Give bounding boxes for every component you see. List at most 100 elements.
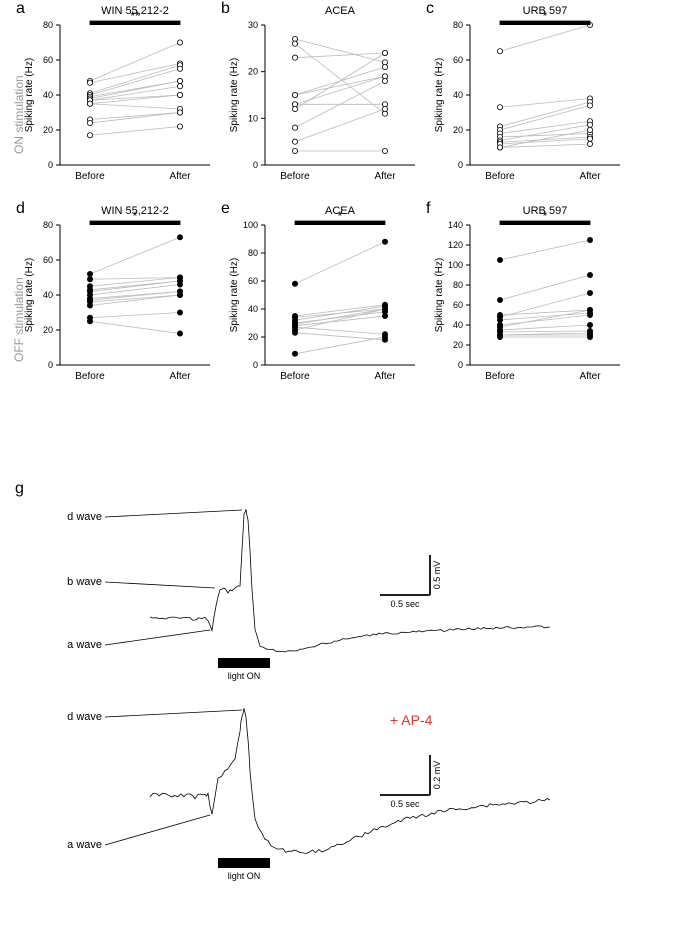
axes	[470, 25, 620, 165]
data-marker	[87, 120, 92, 125]
panel-a: aWIN 55,212-2020406080Spiking rate (Hz)B…	[20, 0, 230, 190]
ytick-label: 60	[43, 55, 53, 65]
ytick-label: 20	[248, 67, 258, 77]
scale-bar	[380, 755, 430, 795]
scale-y-label: 0.5 mV	[432, 561, 442, 590]
panel-f-chart: 020406080100120140Spiking rate (Hz)Befor…	[430, 200, 640, 390]
ytick-label: 40	[43, 90, 53, 100]
pair-line	[90, 321, 180, 333]
pair-line	[295, 39, 385, 62]
ytick-label: 80	[453, 20, 463, 30]
data-marker	[177, 40, 182, 45]
data-marker	[177, 110, 182, 115]
pair-line	[500, 331, 590, 332]
data-marker	[382, 313, 387, 318]
ylabel: Spiking rate (Hz)	[24, 258, 35, 332]
ytick-label: 20	[248, 332, 258, 342]
panel-c: cURB 597020406080Spiking rate (Hz)Before…	[430, 0, 640, 190]
ytick-label: 0	[253, 160, 258, 170]
data-marker	[292, 41, 297, 46]
data-marker	[177, 84, 182, 89]
data-marker	[177, 124, 182, 129]
ylabel: Spiking rate (Hz)	[434, 258, 445, 332]
data-marker	[382, 106, 387, 111]
data-marker	[382, 148, 387, 153]
xcat-after: After	[374, 171, 396, 182]
ytick-label: 140	[448, 220, 463, 230]
ytick-label: 20	[453, 340, 463, 350]
data-marker	[87, 319, 92, 324]
xcat-before: Before	[75, 371, 105, 382]
panel-c-chart: 020406080Spiking rate (Hz)BeforeAfter*	[430, 0, 640, 190]
panel-label-g: g	[15, 480, 24, 498]
data-marker	[87, 101, 92, 106]
panel-label-b: b	[221, 0, 230, 18]
panel-label-e: e	[221, 200, 230, 218]
pair-line	[500, 325, 590, 330]
ytick-label: 40	[453, 90, 463, 100]
ytick-label: 80	[248, 248, 258, 258]
pair-line	[295, 109, 385, 142]
data-marker	[382, 50, 387, 55]
panel-b: bACEA0102030Spiking rate (Hz)BeforeAfter	[225, 0, 435, 190]
panel-a-chart: 020406080Spiking rate (Hz)BeforeAfter**	[20, 0, 230, 190]
pair-line	[90, 43, 180, 82]
panel-label-c: c	[426, 0, 434, 18]
pair-line	[90, 113, 180, 120]
ylabel: Spiking rate (Hz)	[24, 58, 35, 132]
erg-annot-d-wave: d wave	[67, 511, 102, 523]
data-marker	[587, 103, 592, 108]
ytick-label: 120	[448, 240, 463, 250]
axes	[470, 225, 620, 365]
axes	[265, 225, 415, 365]
data-marker	[587, 141, 592, 146]
ytick-label: 20	[43, 125, 53, 135]
data-marker	[292, 330, 297, 335]
data-marker	[87, 133, 92, 138]
pair-line	[90, 113, 180, 124]
erg-svg-control: d waveb wavea wave0.5 mV0.5 seclight ON	[90, 500, 610, 700]
ytick-label: 20	[43, 325, 53, 335]
data-marker	[177, 66, 182, 71]
pair-line	[295, 242, 385, 284]
panel-e-chart: 020406080100Spiking rate (Hz)BeforeAfter…	[225, 200, 435, 390]
data-marker	[292, 148, 297, 153]
data-marker	[382, 334, 387, 339]
data-marker	[497, 297, 502, 302]
xcat-before: Before	[485, 371, 515, 382]
pair-line	[90, 69, 180, 95]
ytick-label: 60	[453, 300, 463, 310]
pair-line	[295, 309, 385, 330]
ytick-label: 0	[253, 360, 258, 370]
pair-line	[90, 313, 180, 318]
pair-line	[500, 134, 590, 138]
data-marker	[87, 271, 92, 276]
data-marker	[382, 239, 387, 244]
data-marker	[177, 78, 182, 83]
light-on-bar	[218, 658, 270, 668]
ytick-label: 80	[43, 220, 53, 230]
panel-a-title: WIN 55,212-2	[60, 5, 210, 17]
data-marker	[292, 92, 297, 97]
panel-f: fURB 597020406080100120140Spiking rate (…	[430, 200, 640, 390]
ytick-label: 40	[248, 304, 258, 314]
xcat-after: After	[579, 171, 601, 182]
ytick-label: 10	[248, 113, 258, 123]
pair-line	[500, 240, 590, 260]
xcat-after: After	[169, 171, 191, 182]
xcat-after: After	[374, 371, 396, 382]
data-marker	[587, 334, 592, 339]
ytick-label: 100	[243, 220, 258, 230]
ytick-label: 20	[453, 125, 463, 135]
panel-f-title: URB 597	[470, 205, 620, 217]
data-marker	[292, 351, 297, 356]
panel-e-title: ACEA	[265, 205, 415, 217]
data-marker	[587, 312, 592, 317]
data-marker	[177, 310, 182, 315]
pair-line	[90, 237, 180, 274]
ytick-label: 60	[43, 255, 53, 265]
ylabel: Spiking rate (Hz)	[434, 58, 445, 132]
data-marker	[292, 55, 297, 60]
pair-line	[295, 44, 385, 114]
xcat-after: After	[579, 371, 601, 382]
